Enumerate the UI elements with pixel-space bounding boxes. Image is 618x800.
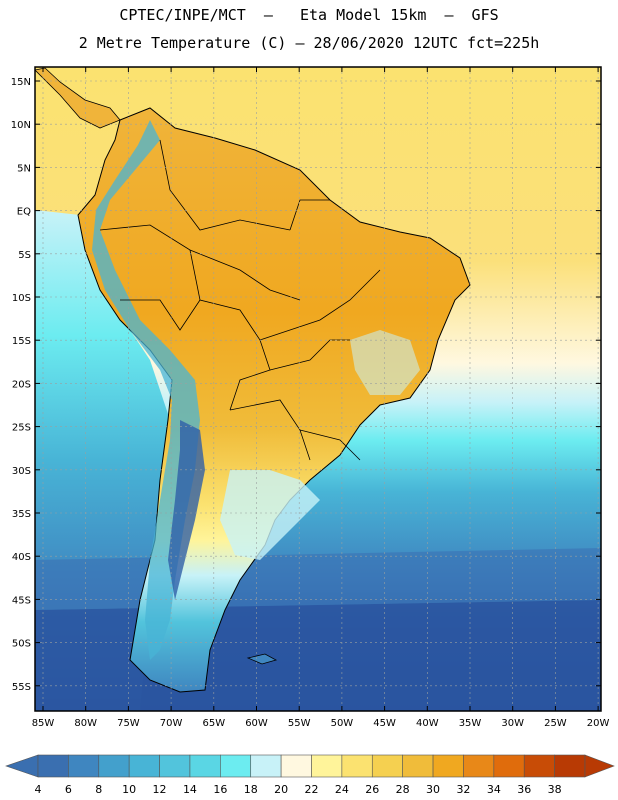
colorbar-right-arrow — [584, 754, 615, 778]
lon-label: 35W — [459, 718, 482, 729]
colorbar-swatch — [68, 754, 100, 778]
colorbar-swatch — [493, 754, 525, 778]
lat-label: 10N — [11, 120, 31, 131]
lat-label: 45S — [12, 595, 31, 606]
map-frame — [34, 66, 602, 712]
colorbar-label: 6 — [65, 783, 72, 796]
longitude-axis: 85W 80W 75W 70W 65W 60W 55W 50W 45W 40W 35W 30W 25W 2… — [32, 67, 610, 729]
title-line-1: CPTEC/INPE/MCT – Eta Model 15km – GFS — [119, 6, 499, 24]
falkland-islands — [246, 653, 278, 665]
southern-ocean-field — [35, 600, 601, 711]
colorbar-label: 38 — [548, 783, 562, 796]
pampas-cool-area — [220, 470, 320, 560]
andes-coldest-band — [168, 420, 205, 600]
lon-label: 40W — [416, 718, 439, 729]
colorbar-swatch — [463, 754, 495, 778]
lon-label: 50W — [331, 718, 354, 729]
colorbar-label: 20 — [274, 783, 288, 796]
colorbar-label: 28 — [396, 783, 410, 796]
lat-label: 35S — [12, 509, 31, 520]
colorbar-label: 34 — [487, 783, 501, 796]
colorbar-label: 10 — [122, 783, 136, 796]
brazil-highlands-cool-area — [350, 330, 420, 395]
lon-label: 75W — [117, 718, 140, 729]
colorbar-label: 36 — [517, 783, 531, 796]
lat-label: 20S — [12, 379, 31, 390]
colorbar-swatch — [432, 754, 464, 778]
lat-label: 5N — [17, 163, 31, 174]
colorbar-label: 22 — [305, 783, 319, 796]
title-line-2: 2 Metre Temperature (C) – 28/06/2020 12U… — [78, 34, 540, 52]
colorbar-label: 16 — [213, 783, 227, 796]
lon-label: 20W — [587, 718, 610, 729]
colorbar-swatch — [402, 754, 434, 778]
lon-label: 85W — [32, 718, 55, 729]
lon-label: 30W — [501, 718, 524, 729]
lon-label: 70W — [160, 718, 183, 729]
colorbar-label: 14 — [183, 783, 197, 796]
colorbar-swatch — [341, 754, 373, 778]
colorbar-swatch — [371, 754, 403, 778]
colorbar-swatch — [128, 754, 160, 778]
colorbar-swatch — [220, 754, 252, 778]
lat-label: EQ — [17, 207, 31, 218]
lat-label: 30S — [12, 466, 31, 477]
colorbar-swatch — [189, 754, 221, 778]
latitude-axis: 15N 10N 5N EQ 5S 10S 15S 20S 25S 30S 35S 40S 45S 50S 5… — [11, 77, 601, 693]
colorbar-label: 30 — [426, 783, 440, 796]
colorbar-swatch — [250, 754, 282, 778]
lat-label: 5S — [18, 250, 31, 261]
lat-label: 25S — [12, 423, 31, 434]
colorbar: 4 6 8 10 12 14 16 18 20 22 24 26 28 30 32 34 36 38 — [5, 754, 615, 796]
lon-label: 60W — [245, 718, 268, 729]
lat-label: 50S — [12, 639, 31, 650]
lat-label: 55S — [12, 682, 31, 693]
lat-label: 15N — [11, 77, 31, 88]
central-america-land — [35, 67, 121, 129]
lon-label: 25W — [544, 718, 567, 729]
colorbar-label: 18 — [244, 783, 258, 796]
map-field — [35, 67, 601, 711]
colorbar-swatch — [280, 754, 312, 778]
colorbar-swatch — [554, 754, 586, 778]
colorbar-swatch — [159, 754, 191, 778]
lon-label: 55W — [288, 718, 311, 729]
colorbar-label: 8 — [95, 783, 102, 796]
colorbar-label: 12 — [153, 783, 167, 796]
colorbar-swatch — [523, 754, 555, 778]
colorbar-swatch — [37, 754, 69, 778]
colorbar-label: 24 — [335, 783, 349, 796]
colorbar-label: 32 — [456, 783, 470, 796]
lon-label: 45W — [373, 718, 396, 729]
graticule — [35, 67, 601, 711]
colorbar-swatch — [311, 754, 343, 778]
colorbar-label: 26 — [365, 783, 379, 796]
lat-label: 10S — [12, 293, 31, 304]
colorbar-left-arrow — [5, 754, 39, 778]
colorbar-label: 4 — [35, 783, 42, 796]
colorbar-swatch — [98, 754, 130, 778]
lon-label: 80W — [74, 718, 97, 729]
lat-label: 15S — [12, 336, 31, 347]
lat-label: 40S — [12, 552, 31, 563]
lon-label: 65W — [202, 718, 225, 729]
